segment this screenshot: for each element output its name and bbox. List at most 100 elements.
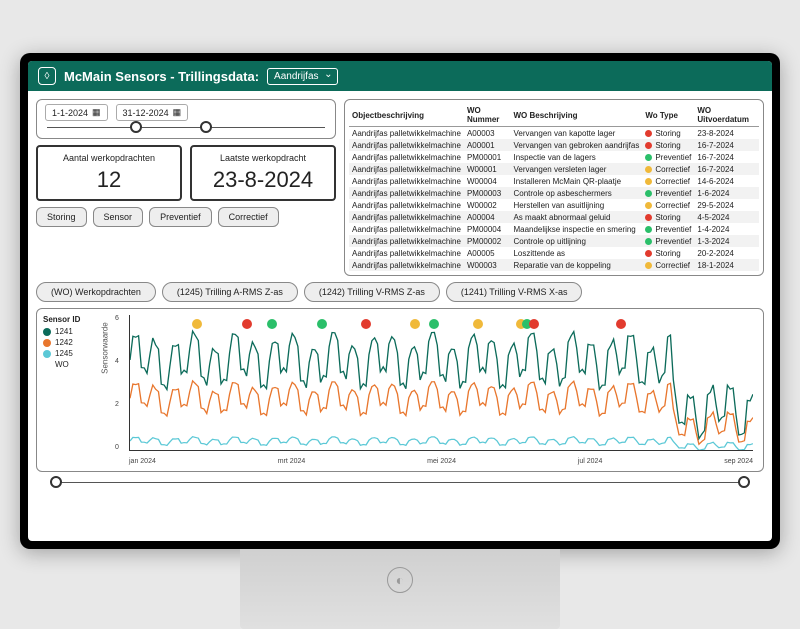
date-to-input[interactable]: 31-12-2024 ▦ xyxy=(116,104,189,121)
chart-tab[interactable]: (1242) Trilling V-RMS Z-as xyxy=(304,282,440,302)
slider-thumb-right[interactable] xyxy=(738,476,750,488)
table-cell: Aandrijfas palletwikkelmachine xyxy=(349,175,464,187)
date-from-value: 1-1-2024 xyxy=(52,108,88,118)
table-cell: Storing xyxy=(642,211,694,223)
table-row[interactable]: Aandrijfas palletwikkelmachinePM00001Ins… xyxy=(349,151,759,163)
table-cell: 29-5-2024 xyxy=(694,199,759,211)
date-to-value: 31-12-2024 xyxy=(123,108,169,118)
chart-tab[interactable]: (1245) Trilling A-RMS Z-as xyxy=(162,282,298,302)
kpi-count-value: 12 xyxy=(44,167,174,193)
kpi-workorder-count: Aantal werkopdrachten 12 xyxy=(36,145,182,201)
slider-thumb-left[interactable] xyxy=(130,121,142,133)
table-header[interactable]: Objectbeschrijving xyxy=(349,104,464,127)
chart-tab[interactable]: (1241) Trilling V-RMS X-as xyxy=(446,282,583,302)
slider-thumb-left[interactable] xyxy=(50,476,62,488)
table-header[interactable]: WO Nummer xyxy=(464,104,511,127)
table-cell: Aandrijfas palletwikkelmachine xyxy=(349,199,464,211)
legend-item[interactable]: 1245 xyxy=(43,349,103,358)
table-cell: PM00004 xyxy=(464,223,511,235)
legend-item[interactable]: 1241 xyxy=(43,327,103,336)
table-cell: A00005 xyxy=(464,247,511,259)
table-row[interactable]: Aandrijfas palletwikkelmachineW00004Inst… xyxy=(349,175,759,187)
table-cell: 1-4-2024 xyxy=(694,223,759,235)
filter-storing[interactable]: Storing xyxy=(36,207,87,227)
wo-marker[interactable] xyxy=(616,319,626,329)
table-cell: Aandrijfas palletwikkelmachine xyxy=(349,127,464,140)
table-cell: Storing xyxy=(642,127,694,140)
filter-sensor[interactable]: Sensor xyxy=(93,207,144,227)
table-cell: Maandelijkse inspectie en smering xyxy=(510,223,642,235)
table-cell: Aandrijfas palletwikkelmachine xyxy=(349,247,464,259)
legend-item-wo[interactable]: WO xyxy=(43,360,103,369)
table-header[interactable]: WO Beschrijving xyxy=(510,104,642,127)
chart-panel: Sensor ID 1241 1242 1245 WO Sensorwaarde 64… xyxy=(36,308,764,472)
table-cell: Controle op uitlijning xyxy=(510,235,642,247)
date-from-input[interactable]: 1-1-2024 ▦ xyxy=(45,104,108,121)
workorder-table: ObjectbeschrijvingWO NummerWO Beschrijvi… xyxy=(349,104,759,271)
table-cell: PM00001 xyxy=(464,151,511,163)
table-cell: W00001 xyxy=(464,163,511,175)
chart-tab[interactable]: (WO) Werkopdrachten xyxy=(36,282,156,302)
chart-plot[interactable] xyxy=(129,315,753,451)
app-logo-icon: ◊ xyxy=(38,67,56,85)
chart-range-slider[interactable] xyxy=(56,482,744,483)
table-cell: 4-5-2024 xyxy=(694,211,759,223)
table-cell: 14-6-2024 xyxy=(694,175,759,187)
calendar-icon: ▦ xyxy=(173,107,182,118)
table-cell: A00003 xyxy=(464,127,511,140)
chart-ylabel: Sensorwaarde xyxy=(101,322,110,374)
table-cell: Storing xyxy=(642,247,694,259)
calendar-icon: ▦ xyxy=(92,107,101,118)
table-cell: 23-8-2024 xyxy=(694,127,759,140)
legend-item[interactable]: 1242 xyxy=(43,338,103,347)
table-cell: Aandrijfas palletwikkelmachine xyxy=(349,163,464,175)
chart-legend: Sensor ID 1241 1242 1245 WO xyxy=(43,315,103,465)
wo-marker[interactable] xyxy=(361,319,371,329)
table-row[interactable]: Aandrijfas palletwikkelmachineA00005Losz… xyxy=(349,247,759,259)
legend-title: Sensor ID xyxy=(43,315,103,324)
wo-marker[interactable] xyxy=(529,319,539,329)
chart-area: Sensorwaarde 6420 jan 2024mrt 2024mei 20… xyxy=(111,315,757,465)
table-header[interactable]: WO Uitvoerdatum xyxy=(694,104,759,127)
table-row[interactable]: Aandrijfas palletwikkelmachinePM00004Maa… xyxy=(349,223,759,235)
table-cell: Controle op asbeschermers xyxy=(510,187,642,199)
table-cell: Correctief xyxy=(642,163,694,175)
table-cell: Preventief xyxy=(642,151,694,163)
table-cell: W00004 xyxy=(464,175,511,187)
table-row[interactable]: Aandrijfas palletwikkelmachineA00003Verv… xyxy=(349,127,759,140)
table-cell: 1-3-2024 xyxy=(694,235,759,247)
table-cell: A00001 xyxy=(464,139,511,151)
wo-marker[interactable] xyxy=(267,319,277,329)
wo-marker[interactable] xyxy=(317,319,327,329)
table-cell: Correctief xyxy=(642,175,694,187)
table-row[interactable]: Aandrijfas palletwikkelmachineW00001Verv… xyxy=(349,163,759,175)
table-row[interactable]: Aandrijfas palletwikkelmachineA00001Verv… xyxy=(349,139,759,151)
filter-correctief[interactable]: Correctief xyxy=(218,207,279,227)
date-range-slider[interactable] xyxy=(47,127,325,128)
table-cell: Installeren McMain QR-plaatje xyxy=(510,175,642,187)
table-cell: 16-7-2024 xyxy=(694,139,759,151)
table-header[interactable]: Wo Type xyxy=(642,104,694,127)
table-row[interactable]: Aandrijfas palletwikkelmachineW00003Repa… xyxy=(349,259,759,271)
monitor-stand: ◐ xyxy=(240,549,560,629)
asset-select[interactable]: Aandrijfas xyxy=(267,68,337,85)
table-cell: W00002 xyxy=(464,199,511,211)
table-row[interactable]: Aandrijfas palletwikkelmachinePM00003Con… xyxy=(349,187,759,199)
wo-marker[interactable] xyxy=(429,319,439,329)
filter-preventief[interactable]: Preventief xyxy=(149,207,212,227)
kpi-last-value: 23-8-2024 xyxy=(198,167,328,193)
table-cell: As maakt abnormaal geluid xyxy=(510,211,642,223)
table-cell: 16-7-2024 xyxy=(694,151,759,163)
workorder-table-panel: ObjectbeschrijvingWO NummerWO Beschrijvi… xyxy=(344,99,764,276)
table-cell: Correctief xyxy=(642,199,694,211)
table-row[interactable]: Aandrijfas palletwikkelmachineA00004As m… xyxy=(349,211,759,223)
table-cell: 20-2-2024 xyxy=(694,247,759,259)
table-cell: Aandrijfas palletwikkelmachine xyxy=(349,223,464,235)
wo-marker[interactable] xyxy=(473,319,483,329)
slider-thumb-right[interactable] xyxy=(200,121,212,133)
topbar: ◊ McMain Sensors - Trillingsdata: Aandri… xyxy=(28,61,772,91)
table-cell: Aandrijfas palletwikkelmachine xyxy=(349,187,464,199)
table-row[interactable]: Aandrijfas palletwikkelmachineW00002Hers… xyxy=(349,199,759,211)
table-row[interactable]: Aandrijfas palletwikkelmachinePM00002Con… xyxy=(349,235,759,247)
table-cell: Preventief xyxy=(642,235,694,247)
